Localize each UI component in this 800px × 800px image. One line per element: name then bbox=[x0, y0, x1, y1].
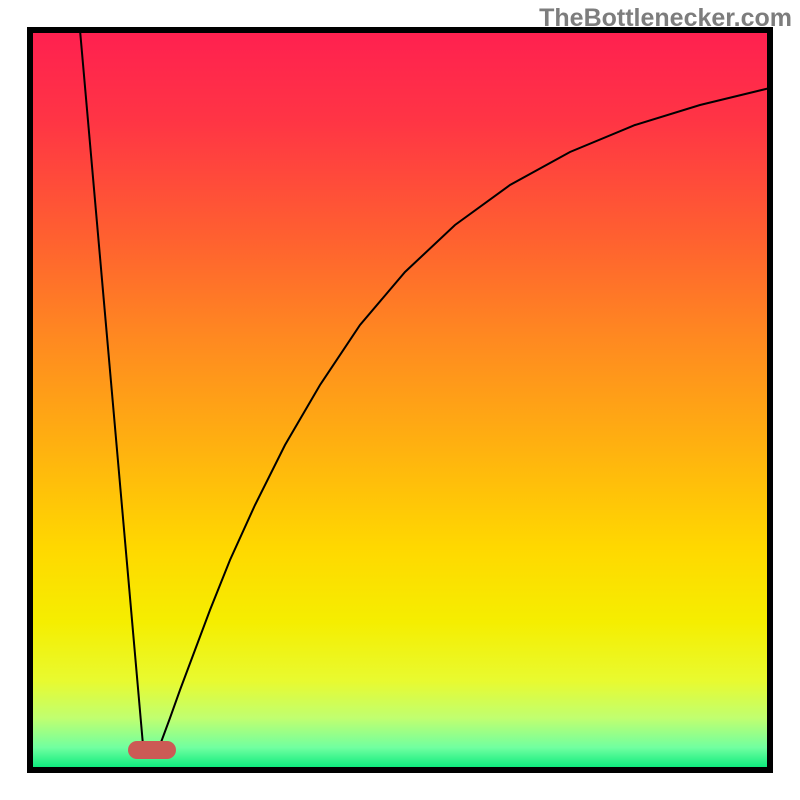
bottleneck-chart bbox=[0, 0, 800, 800]
watermark-text: TheBottlenecker.com bbox=[539, 4, 792, 33]
gradient-background bbox=[30, 30, 770, 770]
bottleneck-marker bbox=[128, 741, 176, 759]
chart-container: TheBottlenecker.com bbox=[0, 0, 800, 800]
